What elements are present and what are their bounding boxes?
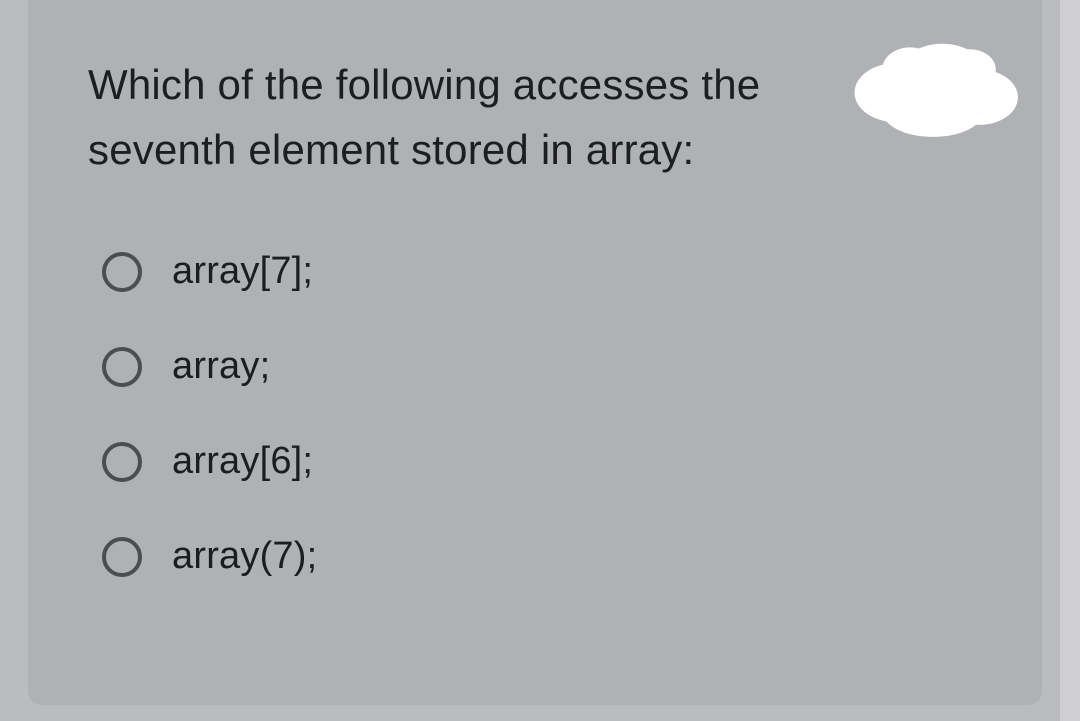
radio-icon[interactable] [102,252,142,292]
question-text: Which of the following accesses the seve… [88,52,868,182]
options-group: array[7]; array; array[6]; array(7); [88,250,982,578]
option-array-plain[interactable]: array; [102,345,982,388]
option-array-7-parens[interactable]: array(7); [102,535,982,578]
option-label: array[7]; [172,250,313,293]
option-label: array; [172,345,270,388]
option-array-7-brackets[interactable]: array[7]; [102,250,982,293]
question-card: Which of the following accesses the seve… [28,0,1042,705]
radio-icon[interactable] [102,442,142,482]
radio-icon[interactable] [102,347,142,387]
option-label: array(7); [172,535,317,578]
scrollbar-track[interactable] [1060,0,1080,721]
radio-icon[interactable] [102,537,142,577]
option-label: array[6]; [172,440,313,483]
option-array-6-brackets[interactable]: array[6]; [102,440,982,483]
